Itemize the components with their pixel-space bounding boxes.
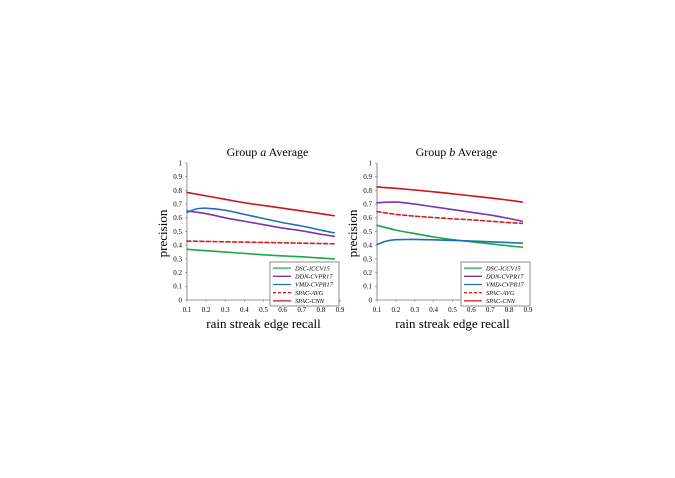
- y-tick-label: 0.4: [173, 242, 182, 250]
- y-tick-label: 0: [179, 296, 183, 304]
- x-tick-label: 0.2: [202, 306, 211, 314]
- x-tick-label: 0.4: [240, 306, 249, 314]
- y-tick-label: 0.3: [173, 255, 182, 263]
- legend-label: DSC-ICCV15: [294, 265, 330, 272]
- y-tick-label: 0.7: [363, 201, 372, 209]
- series-line-spac-avg: [186, 240, 336, 245]
- x-tick-label: 0.8: [505, 306, 514, 314]
- series-line-dsc-iccv15: [186, 248, 336, 260]
- y-tick-label: 0.5: [173, 228, 182, 236]
- y-tick-label: 0.1: [173, 283, 182, 291]
- y-tick-label: 0.8: [363, 187, 372, 195]
- series-line-vmd-cvpr17: [186, 207, 336, 234]
- chart-group-b: Group b Average00.10.20.30.40.50.60.70.8…: [345, 145, 533, 331]
- y-tick-label: 0.6: [363, 214, 372, 222]
- y-tick-label: 0: [369, 296, 373, 304]
- y-tick-label: 0.6: [173, 214, 182, 222]
- y-tick-label: 0.1: [363, 283, 372, 291]
- x-tick-label: 0.6: [467, 306, 476, 314]
- y-tick-label: 0.3: [363, 255, 372, 263]
- y-tick-label: 0.9: [363, 173, 372, 181]
- legend-label: DDN-CVPR17: [294, 274, 333, 281]
- series-line-dsc-iccv15: [376, 224, 524, 249]
- legend-label: SPAC-AVG: [295, 290, 324, 297]
- y-tick-label: 1: [369, 159, 373, 167]
- x-tick-label: 0.1: [373, 306, 382, 314]
- x-tick-label: 0.7: [297, 306, 306, 314]
- chart-title-italic: b: [449, 145, 455, 159]
- legend-label: SPAC-CNN: [295, 298, 325, 305]
- series-line-spac-avg: [376, 210, 524, 225]
- x-axis-label: rain streak edge recall: [395, 316, 510, 331]
- x-tick-label: 0.5: [259, 306, 268, 314]
- y-tick-label: 0.9: [173, 173, 182, 181]
- legend-label: SPAC-CNN: [486, 298, 516, 305]
- y-tick-label: 0.7: [173, 201, 182, 209]
- series-line-vmd-cvpr17: [376, 238, 524, 246]
- x-tick-label: 0.9: [336, 306, 345, 314]
- y-tick-label: 1: [179, 159, 183, 167]
- x-tick-label: 0.8: [317, 306, 326, 314]
- y-axis-label: precision: [345, 209, 360, 257]
- x-tick-label: 0.4: [429, 306, 438, 314]
- chart-title: Group a Average: [227, 145, 309, 159]
- chart-title-suffix: Average: [266, 145, 308, 159]
- legend-label: DDN-CVPR17: [485, 274, 524, 281]
- y-tick-label: 0.8: [173, 187, 182, 195]
- chart-group-a: Group a Average00.10.20.30.40.50.60.70.8…: [155, 145, 345, 331]
- y-tick-label: 0.2: [173, 269, 182, 277]
- series-line-ddn-cvpr17: [376, 201, 524, 223]
- legend-label: DSC-ICCV15: [485, 265, 521, 272]
- x-tick-label: 0.6: [278, 306, 287, 314]
- x-tick-label: 0.3: [410, 306, 419, 314]
- x-tick-label: 0.1: [183, 306, 192, 314]
- x-axis-label: rain streak edge recall: [206, 316, 321, 331]
- x-tick-label: 0.7: [486, 306, 495, 314]
- chart-title-suffix: Average: [455, 145, 497, 159]
- chart-title: Group b Average: [416, 145, 498, 159]
- chart-title-prefix: Group: [227, 145, 261, 159]
- series-line-ddn-cvpr17: [186, 210, 336, 238]
- y-tick-label: 0.5: [363, 228, 372, 236]
- series-line-spac-cnn: [376, 186, 524, 203]
- series-line-spac-cnn: [186, 191, 336, 217]
- x-tick-label: 0.9: [524, 306, 533, 314]
- x-tick-label: 0.5: [448, 306, 457, 314]
- y-tick-label: 0.4: [363, 242, 372, 250]
- chart-title-prefix: Group: [416, 145, 450, 159]
- chart-title-italic: a: [260, 145, 266, 159]
- y-axis-label: precision: [155, 209, 170, 257]
- legend-label: SPAC-AVG: [486, 290, 515, 297]
- x-tick-label: 0.3: [221, 306, 230, 314]
- legend-label: VMD-CVPR17: [486, 282, 525, 289]
- y-tick-label: 0.2: [363, 269, 372, 277]
- legend-label: VMD-CVPR17: [295, 282, 334, 289]
- x-tick-label: 0.2: [392, 306, 401, 314]
